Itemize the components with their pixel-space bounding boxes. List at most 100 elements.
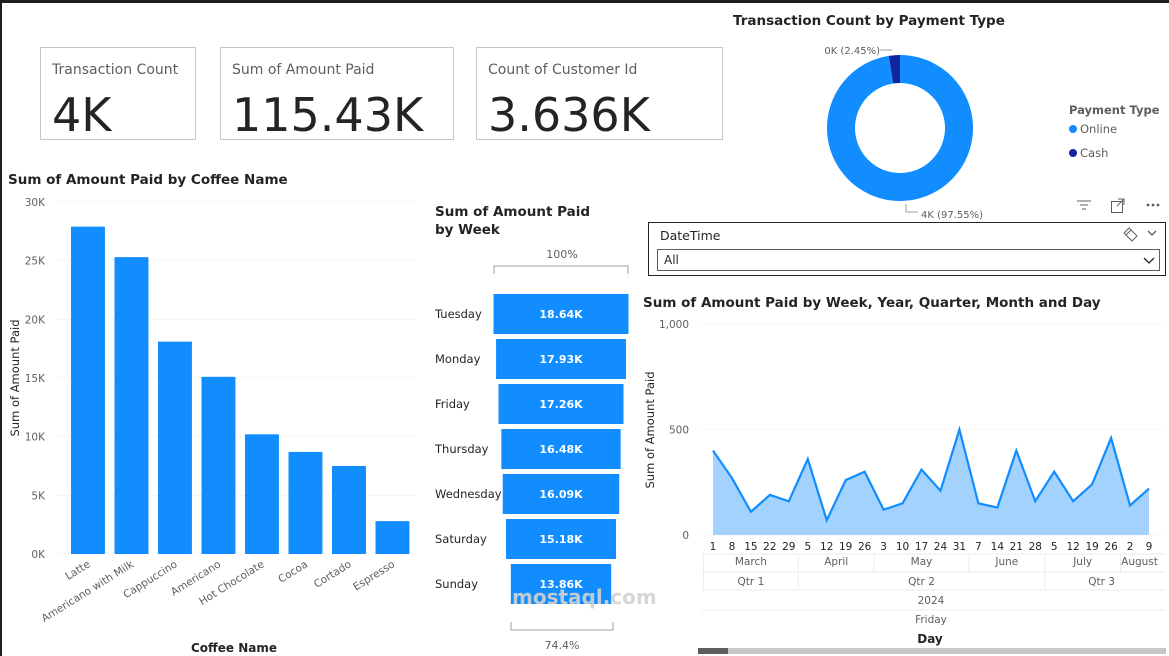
- legend-item-cash[interactable]: Cash: [1069, 146, 1108, 160]
- funnel-title-text: Sum of Amount Paid by Week: [435, 204, 591, 238]
- funnel-value-label: 17.93K: [539, 353, 583, 366]
- coffee-y-tick: 15K: [25, 373, 46, 385]
- kpi-card-customer-count[interactable]: Count of Customer Id 3.636K: [476, 47, 723, 142]
- timeline-month-label: August: [1121, 556, 1158, 568]
- funnel-bottom-bracket: [510, 622, 614, 631]
- funnel-bar[interactable]: [506, 519, 616, 559]
- slicer-dropdown[interactable]: All: [657, 249, 1160, 271]
- donut-data-label-cash: 0K (2.45%): [824, 46, 880, 57]
- coffee-y-tick: 10K: [25, 432, 46, 444]
- funnel-category-label: Tuesday: [434, 307, 482, 321]
- funnel-bar[interactable]: [510, 564, 612, 604]
- timeline-day-tick: 1: [710, 541, 717, 553]
- filter-icon[interactable]: [1076, 198, 1092, 212]
- datetime-slicer[interactable]: DateTime All: [648, 222, 1166, 276]
- left-border: [0, 0, 2, 656]
- slicer-title: DateTime: [660, 228, 721, 243]
- funnel-category-label: Sunday: [435, 577, 478, 591]
- coffee-y-tick: 0K: [31, 549, 46, 561]
- kpi-card-sum-amount-paid[interactable]: Sum of Amount Paid 115.43K: [220, 47, 454, 142]
- donut-slice-online[interactable]: [827, 55, 973, 201]
- timeline-day-tick: 28: [1029, 541, 1042, 553]
- kpi-card-transaction-count[interactable]: Transaction Count 4K: [40, 47, 196, 142]
- funnel-category-label: Wednesday: [435, 487, 502, 501]
- funnel-top-pct: 100%: [546, 248, 577, 261]
- funnel-bar[interactable]: [502, 474, 620, 514]
- timeline-day-tick: 9: [1146, 541, 1153, 553]
- timeline-chart-title: Sum of Amount Paid by Week, Year, Quarte…: [643, 295, 1101, 311]
- chevron-down-icon[interactable]: [1145, 226, 1159, 240]
- coffee-y-tick: 5K: [31, 490, 46, 502]
- funnel-category-label: Monday: [435, 352, 481, 366]
- timeline-scrollbar[interactable]: [698, 648, 1166, 654]
- coffee-x-tick: Latte: [63, 558, 92, 582]
- funnel-chart-title: Sum of Amount Paid by Week: [435, 203, 610, 239]
- funnel-value-label: 16.48K: [539, 443, 583, 456]
- timeline-month-label: June: [994, 556, 1018, 568]
- scrollbar-thumb[interactable]: [698, 648, 728, 654]
- timeline-quarter-label: Qtr 1: [738, 576, 765, 588]
- funnel-bar[interactable]: [493, 294, 629, 334]
- timeline-area: [713, 429, 1149, 535]
- legend-label-cash: Cash: [1080, 146, 1109, 160]
- coffee-y-tick: 20K: [25, 314, 46, 326]
- legend-item-online[interactable]: Online: [1069, 122, 1117, 136]
- coffee-y-tick: 30K: [25, 197, 46, 209]
- funnel-category-label: Saturday: [435, 532, 487, 546]
- timeline-quarter-label: Qtr 3: [1088, 576, 1115, 588]
- coffee-y-axis-title: Sum of Amount Paid: [8, 320, 22, 437]
- donut-title: Transaction Count by Payment Type: [733, 13, 1005, 29]
- timeline-year-label: 2024: [918, 595, 945, 607]
- more-options-icon[interactable]: [1145, 198, 1161, 212]
- coffee-x-tick: Cortado: [312, 558, 354, 590]
- funnel-value-label: 18.64K: [539, 308, 583, 321]
- timeline-day-tick: 2: [1127, 541, 1134, 553]
- timeline-month-label: April: [824, 556, 848, 568]
- donut-slice-cash[interactable]: [888, 55, 900, 84]
- timeline-month-label: March: [735, 556, 767, 568]
- timeline-month-label: July: [1072, 556, 1092, 568]
- coffee-bar[interactable]: [114, 257, 149, 554]
- timeline-y-tick: 0: [682, 530, 689, 542]
- funnel-top-bracket: [493, 265, 629, 274]
- kpi-label: Count of Customer Id: [488, 62, 638, 78]
- funnel-bar[interactable]: [501, 429, 621, 469]
- legend-label-online: Online: [1080, 122, 1118, 136]
- timeline-day-tick: 12: [820, 541, 833, 553]
- timeline-day-tick: 29: [782, 541, 795, 553]
- slicer-selected-value: All: [664, 253, 679, 267]
- funnel-value-label: 17.26K: [539, 398, 583, 411]
- coffee-bar[interactable]: [158, 341, 192, 554]
- coffee-y-tick: 25K: [25, 256, 46, 268]
- donut-chart[interactable]: 0K (2.45%) 4K (97.55%): [800, 40, 1000, 225]
- timeline-day-tick: 17: [915, 541, 928, 553]
- coffee-bar-chart[interactable]: Sum of Amount Paid Coffee Name 0K 5K 10K 15…: [0, 190, 420, 656]
- timeline-day-tick: 5: [1051, 541, 1058, 553]
- timeline-day-tick: 31: [953, 541, 966, 553]
- timeline-day-tick: 14: [991, 541, 1005, 553]
- kpi-value: 3.636K: [488, 88, 650, 142]
- coffee-bar[interactable]: [245, 434, 279, 554]
- funnel-chart[interactable]: 100% 74.4% Tuesday 18.64K Monday 17.93K Frid…: [425, 240, 640, 656]
- funnel-bar[interactable]: [498, 384, 624, 424]
- coffee-bar[interactable]: [288, 451, 323, 554]
- legend-dot-online: [1069, 125, 1077, 133]
- coffee-bar[interactable]: [332, 466, 366, 554]
- coffee-bar[interactable]: [71, 226, 105, 554]
- timeline-line[interactable]: [712, 425, 1150, 524]
- funnel-value-label: 16.09K: [539, 488, 583, 501]
- coffee-bar[interactable]: [375, 521, 410, 554]
- coffee-bar[interactable]: [201, 376, 236, 554]
- timeline-day-tick: 3: [880, 541, 887, 553]
- donut-legend-title: Payment Type: [1069, 103, 1160, 117]
- timeline-x-axis-title: Day: [917, 632, 943, 646]
- funnel-value-label: 13.86K: [539, 578, 583, 591]
- timeline-day-tick: 15: [744, 541, 757, 553]
- coffee-x-tick: Espresso: [351, 558, 397, 593]
- donut-leader-online: [905, 204, 918, 213]
- focus-mode-icon[interactable]: [1110, 198, 1126, 214]
- timeline-day-tick: 22: [763, 541, 776, 553]
- funnel-bar[interactable]: [496, 339, 626, 379]
- eraser-icon[interactable]: [1123, 226, 1139, 242]
